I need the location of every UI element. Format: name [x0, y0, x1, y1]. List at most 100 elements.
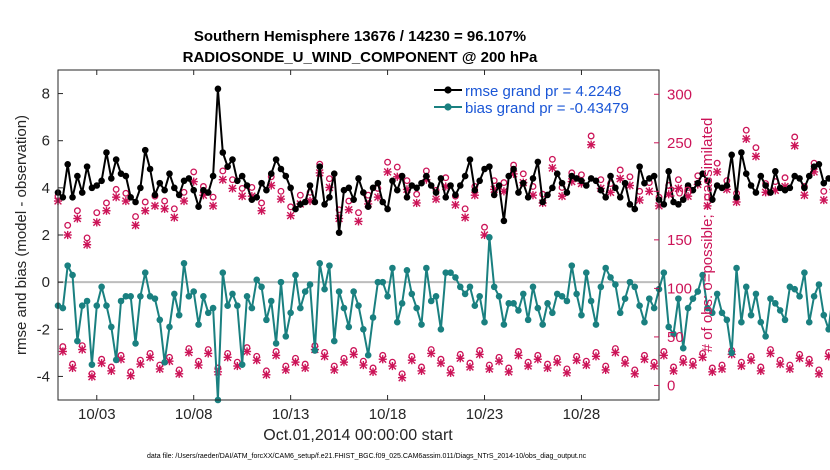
- bias-point: [447, 269, 454, 277]
- rmse-point: [418, 179, 425, 187]
- x-tick-label: 10/13: [272, 406, 310, 423]
- right-tick-label: 50: [667, 329, 684, 346]
- rmse-point: [636, 163, 643, 170]
- rmse-point: [156, 179, 164, 187]
- rmse-point: [684, 182, 692, 189]
- rmse-point: [660, 201, 668, 208]
- assimilated-obs-point: [83, 240, 92, 249]
- rmse-point: [74, 172, 81, 180]
- assimilated-obs-point: [553, 358, 562, 367]
- bias-point: [175, 311, 183, 319]
- possible-obs-point: [219, 167, 227, 175]
- bias-point: [616, 309, 624, 317]
- rmse-point: [166, 170, 173, 178]
- assimilated-obs-point: [291, 358, 300, 367]
- assimilated-obs-point: [679, 358, 688, 367]
- bias-point: [112, 356, 120, 364]
- left-y-axis: -4 -2 0 2 4 6 8: [37, 86, 63, 385]
- assimilated-obs-point: [465, 362, 475, 372]
- assimilated-obs-point: [587, 140, 596, 149]
- possible-obs-point: [548, 155, 556, 163]
- assimilated-obs-point: [703, 201, 712, 210]
- assimilated-obs-point: [436, 359, 445, 368]
- bias-point: [282, 333, 290, 340]
- rmse-point: [665, 168, 672, 175]
- rmse-point: [631, 205, 639, 213]
- rmse-point: [563, 189, 571, 196]
- assimilated-obs-point: [359, 360, 368, 370]
- bias-point: [258, 283, 265, 291]
- assimilated-obs-point: [601, 365, 610, 374]
- rmse-point: [214, 85, 222, 93]
- bias-point: [524, 316, 532, 324]
- possible-obs-point: [616, 166, 624, 174]
- bias-point: [660, 269, 668, 277]
- rmse-point: [229, 156, 236, 163]
- possible-obs-point: [674, 176, 682, 184]
- bias-point: [180, 259, 188, 267]
- rmse-point: [762, 182, 769, 189]
- assimilated-obs-point: [126, 371, 135, 380]
- assimilated-obs-point: [659, 351, 668, 360]
- rmse-point: [108, 175, 115, 182]
- assimilated-obs-point: [58, 347, 67, 356]
- rmse-point: [64, 160, 71, 168]
- bias-point: [805, 318, 813, 326]
- assimilated-obs-point: [257, 206, 266, 215]
- rmse-point: [592, 177, 600, 185]
- rmse-point: [825, 175, 830, 182]
- x-tick-label: 10/23: [466, 406, 504, 423]
- rmse-point: [442, 193, 450, 201]
- assimilated-obs-point: [170, 213, 179, 222]
- assimilated-obs-point: [814, 369, 824, 378]
- rmse-point: [544, 191, 551, 199]
- rmse-point: [267, 170, 275, 178]
- bias-point: [122, 292, 130, 300]
- possible-obs-point: [141, 198, 149, 206]
- assimilated-obs-point: [160, 204, 169, 213]
- rmse-point: [292, 205, 299, 213]
- assimilated-obs-point: [785, 364, 794, 374]
- rmse-point: [219, 149, 227, 156]
- assimilated-obs-point: [790, 141, 799, 150]
- assimilated-obs-point: [146, 353, 155, 362]
- x-axis-label: Oct.01,2014 00:00:00 start: [263, 427, 453, 444]
- bias-point: [728, 349, 736, 357]
- rmse-point: [360, 189, 367, 196]
- bias-point: [573, 290, 580, 298]
- assimilated-obs-point: [136, 360, 145, 369]
- left-tick-label: 0: [42, 274, 50, 291]
- possible-obs-point: [64, 221, 72, 229]
- assimilated-obs-point: [272, 351, 281, 360]
- assimilated-obs-point: [184, 348, 193, 357]
- rmse-point: [141, 146, 149, 154]
- assimilated-obs-point: [368, 367, 378, 376]
- assimilated-obs-point: [286, 211, 295, 220]
- right-tick-label: 300: [667, 86, 692, 103]
- bias-point: [243, 292, 251, 300]
- possible-obs-point: [587, 132, 595, 140]
- rmse-point: [747, 182, 755, 189]
- assimilated-obs-point: [179, 196, 189, 206]
- right-tick-label: 150: [667, 232, 692, 249]
- rmse-point: [59, 193, 67, 201]
- rmse-point: [316, 163, 324, 170]
- rmse-point: [452, 191, 459, 199]
- rmse-point: [122, 172, 130, 180]
- assimilated-obs-point: [732, 197, 741, 207]
- rmse-point: [742, 170, 750, 178]
- rmse-point: [767, 189, 774, 196]
- possible-obs-point: [781, 174, 789, 182]
- bias-point: [490, 283, 498, 291]
- bias-point: [437, 325, 445, 333]
- assimilated-obs-point: [620, 359, 630, 368]
- legend-rmse-marker: [444, 86, 452, 94]
- bias-point: [679, 344, 687, 352]
- bias-point: [204, 309, 212, 317]
- bias-point: [456, 283, 464, 291]
- rmse-point: [709, 196, 716, 203]
- bias-point: [607, 274, 614, 281]
- bias-point: [723, 316, 731, 324]
- bias-point: [418, 321, 425, 328]
